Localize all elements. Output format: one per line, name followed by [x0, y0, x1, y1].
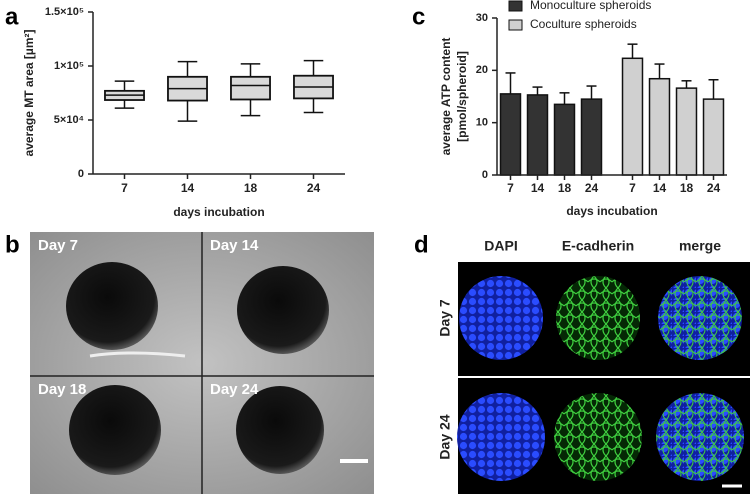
channel-label: DAPI: [484, 238, 517, 254]
fluorescence-grid: [457, 262, 750, 494]
y-tick-label: 5×10⁴: [54, 114, 84, 126]
y-tick-label: 0: [482, 169, 488, 181]
brightfield-grid: [30, 232, 374, 494]
bar: [675, 87, 698, 176]
x-tick-label: 18: [680, 181, 694, 195]
legend-swatch: [508, 0, 523, 12]
x-tick-label: 7: [121, 181, 128, 195]
bar: [526, 94, 549, 176]
y-tick-label: 1×10⁵: [54, 60, 84, 72]
y-axis-label: average MT area [µm²]: [22, 30, 36, 157]
y-axis-label: [pmol/spheroid]: [455, 51, 469, 142]
x-axis-label: days incubation: [566, 204, 657, 218]
x-tick-label: 24: [585, 181, 599, 195]
box: [230, 75, 271, 101]
y-tick-label: 1.5×10⁵: [45, 6, 84, 18]
micrograph-label: Day 18: [38, 381, 86, 398]
panel-label: c: [412, 3, 425, 30]
legend-label: Monoculture spheroids: [530, 0, 651, 12]
x-tick-label: 24: [707, 181, 721, 195]
micrograph-label: Day 24: [210, 381, 259, 398]
x-tick-label: 24: [307, 181, 321, 195]
x-axis-label: days incubation: [173, 205, 264, 219]
x-tick-label: 14: [531, 181, 545, 195]
bar: [648, 77, 671, 176]
y-tick-label: 10: [476, 117, 488, 129]
legend-label: Coculture spheroids: [530, 17, 637, 31]
bar: [621, 57, 644, 176]
bar: [499, 93, 522, 176]
panel-label: d: [414, 231, 429, 258]
channel-label: merge: [679, 238, 721, 254]
y-axis-label: average ATP content: [439, 38, 453, 156]
legend-swatch: [508, 19, 523, 31]
bar: [580, 98, 603, 176]
y-tick-label: 30: [476, 12, 488, 24]
y-tick-label: 20: [476, 64, 488, 76]
x-tick-label: 18: [244, 181, 258, 195]
x-tick-label: 7: [629, 181, 636, 195]
channel-label: E-cadherin: [562, 238, 634, 254]
x-tick-label: 14: [181, 181, 195, 195]
bar: [702, 98, 725, 176]
row-label: Day 24: [437, 414, 453, 459]
bar: [553, 103, 576, 176]
row-label: Day 7: [437, 299, 453, 337]
x-tick-label: 18: [558, 181, 572, 195]
micrograph-label: Day 14: [210, 237, 259, 254]
micrograph-label: Day 7: [38, 237, 78, 254]
panel-label: a: [5, 3, 19, 30]
x-tick-label: 14: [653, 181, 667, 195]
y-tick-label: 0: [78, 168, 84, 180]
panel-label: b: [5, 231, 20, 258]
x-tick-label: 7: [507, 181, 514, 195]
